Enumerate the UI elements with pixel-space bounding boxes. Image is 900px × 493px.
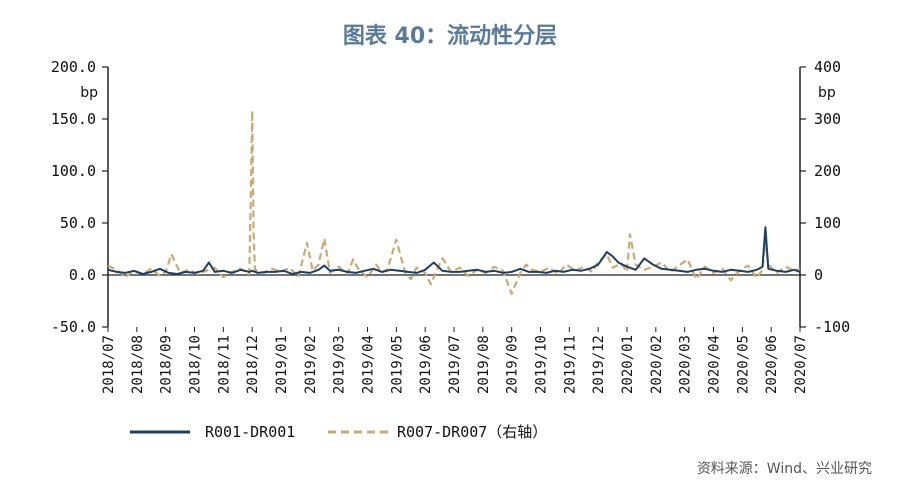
source-note: 资料来源：Wind、兴业研究 (696, 461, 872, 477)
legend-label-2: R007-DR007（右轴） (397, 423, 547, 441)
x-tick-label: 2019/01 (274, 335, 290, 394)
x-tick-label: 2020/07 (793, 335, 809, 394)
y-left-tick-label: -50.0 (51, 318, 96, 336)
x-tick-label: 2020/06 (764, 335, 780, 394)
y-left-tick-label: 100.0 (51, 162, 96, 180)
x-tick-label: 2019/10 (534, 335, 550, 394)
series-line-r007-dr007 (107, 109, 801, 295)
legend: R001-DR001 R007-DR007（右轴） (130, 423, 547, 441)
y-right-unit: bp (818, 85, 836, 101)
series-lines (107, 109, 801, 295)
x-tick-label: 2018/11 (216, 335, 232, 394)
x-tick-label: 2019/06 (418, 335, 434, 394)
y-right-tick-label: 400 (814, 58, 841, 76)
chart-title: 图表 40：流动性分层 (342, 24, 558, 49)
x-tick-label: 2018/12 (245, 335, 261, 394)
x-tick-label: 2019/08 (476, 335, 492, 394)
x-tick-label: 2018/07 (101, 335, 117, 394)
y-right-tick-label: 200 (814, 162, 841, 180)
y-left-tick-label: 0.0 (69, 266, 96, 284)
y-right-tick-label: 0 (814, 266, 823, 284)
x-tick-label: 2019/02 (303, 335, 319, 394)
y-left-tick-label: 200.0 (51, 58, 96, 76)
x-tick-label: 2020/04 (707, 335, 723, 394)
x-tick-label: 2019/05 (389, 335, 405, 394)
x-tick-label: 2020/01 (620, 335, 636, 394)
x-tick-label: 2019/03 (332, 335, 348, 394)
x-tick-label: 2019/12 (591, 335, 607, 394)
x-tick-label: 2019/04 (361, 335, 377, 394)
series-line-r001-dr001 (107, 226, 801, 275)
x-tick-label: 2020/05 (735, 335, 751, 394)
x-tick-label: 2018/09 (159, 335, 175, 394)
y-right-tick-label: 300 (814, 110, 841, 128)
y-left-tick-label: 150.0 (51, 110, 96, 128)
x-tick-label: 2020/02 (649, 335, 665, 394)
x-tick-label: 2020/03 (678, 335, 694, 394)
x-tick-label: 2018/10 (188, 335, 204, 394)
x-tick-label: 2019/09 (505, 335, 521, 394)
y-right-tick-label: 100 (814, 214, 841, 232)
y-right-tick-label: -100 (814, 318, 850, 336)
x-tick-label: 2019/07 (447, 335, 463, 394)
y-left-tick-label: 50.0 (60, 214, 96, 232)
axes: 200.0 150.0 100.0 50.0 0.0 -50.0 400 300 200 100 0… (51, 58, 850, 394)
x-tick-label: 2019/11 (562, 335, 578, 394)
legend-label-1: R001-DR001 (205, 423, 295, 441)
x-tick-label: 2018/08 (130, 335, 146, 394)
y-left-unit: bp (80, 85, 98, 101)
